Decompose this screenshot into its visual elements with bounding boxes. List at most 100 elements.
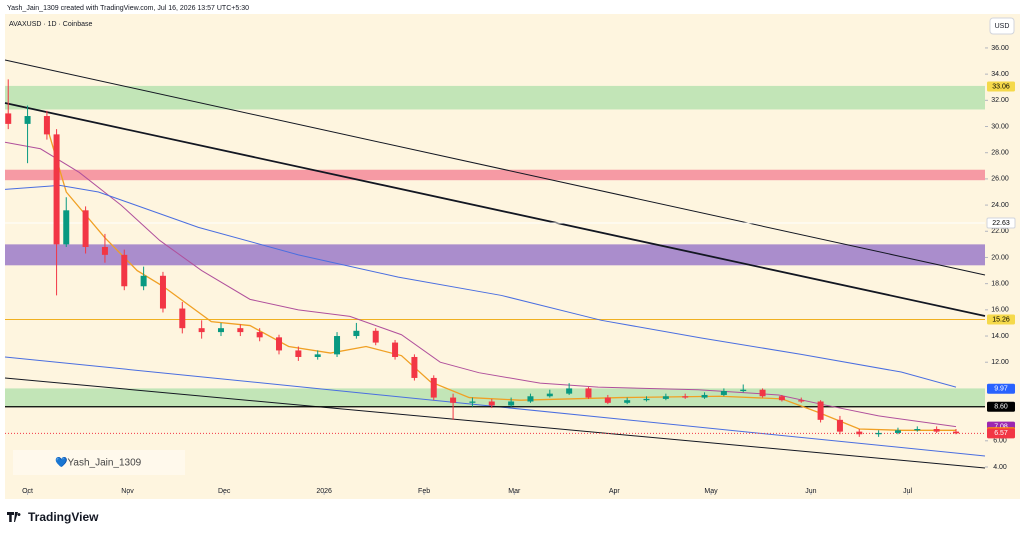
candle-body (63, 210, 70, 245)
credit: Yash_Jain_1309 created with TradingView.… (7, 5, 249, 12)
candle-body (140, 275, 147, 287)
price-label-bg (987, 314, 1015, 325)
candle-body (894, 430, 901, 433)
price-label: 9.97 (994, 386, 1008, 393)
y-tick-label: 22.00 (991, 228, 1009, 235)
moving-average (4, 184, 957, 388)
candle-body (237, 328, 244, 333)
candle-body (566, 388, 573, 394)
y-tick-label: 26.00 (991, 176, 1009, 183)
candle-body (604, 397, 611, 403)
candle-body (914, 429, 921, 431)
candle-body (198, 328, 205, 333)
candle-body (759, 389, 766, 397)
candle-body (256, 332, 263, 338)
y-tick-label: 14.00 (991, 333, 1009, 340)
x-tick-label: Jun (805, 488, 816, 495)
price-label: 7.08 (994, 423, 1008, 430)
candle-body (701, 394, 708, 398)
x-tick-label: Oct (22, 488, 33, 495)
candle-body (508, 401, 515, 406)
y-tick-label: 20.00 (991, 254, 1009, 261)
price-label-bg (987, 383, 1015, 394)
candle-body (682, 396, 689, 398)
trend-line (4, 102, 986, 317)
candle-body (411, 356, 418, 378)
moving-average (46, 126, 956, 431)
candle-body (372, 330, 379, 343)
candle-body (121, 254, 128, 287)
currency-box[interactable] (989, 17, 1015, 35)
trend-line (4, 59, 986, 276)
watermark: 💙Yash_Jain_1309 (55, 457, 142, 469)
x-tick-label: Jul (903, 488, 912, 495)
candle-body (53, 134, 60, 245)
y-tick-label: 6.00 (993, 438, 1007, 445)
candle-body (856, 431, 863, 435)
candle-body (159, 275, 166, 309)
candle-body (469, 401, 476, 403)
price-label: 6.57 (994, 430, 1008, 437)
price-label: 8.60 (994, 404, 1008, 411)
candle-body (392, 342, 399, 357)
candle-body (817, 401, 824, 420)
currency: USD (995, 23, 1010, 30)
candle-body (334, 336, 341, 355)
candle-body (643, 398, 650, 401)
zone (5, 85, 985, 110)
candle-body (276, 337, 283, 351)
x-tick-label: May (704, 488, 718, 495)
y-tick-label: 36.00 (991, 45, 1009, 52)
zone (5, 244, 985, 266)
candle-body (624, 400, 631, 403)
x-tick-label: Apr (609, 488, 621, 495)
trend-line (4, 377, 986, 469)
logo-icon (7, 512, 21, 522)
logo: TradingView (7, 510, 99, 524)
candle-body (101, 246, 108, 255)
y-tick-label: 16.00 (991, 307, 1009, 314)
watermark-box (13, 450, 185, 475)
candle-body (720, 391, 727, 395)
x-tick-label: Dec (218, 488, 231, 495)
y-tick-label: 12.00 (991, 359, 1009, 366)
candle-body (353, 330, 360, 337)
candle-body (778, 396, 785, 401)
x-tick-label: Nov (121, 488, 134, 495)
candle-body (952, 431, 959, 434)
candle-body (295, 350, 302, 357)
candle-body (585, 388, 592, 398)
candle-body (798, 400, 805, 402)
candle-body (450, 397, 457, 403)
candle-body (662, 396, 669, 399)
candle-body (179, 308, 186, 329)
candle-body (5, 113, 12, 124)
y-tick-label: 28.00 (991, 150, 1009, 157)
price-label: 33.06 (992, 83, 1010, 90)
price-label-bg (987, 428, 1015, 439)
price-label: 22.63 (992, 220, 1010, 227)
price-label: 15.26 (992, 316, 1010, 323)
symbol: AVAXUSD · 1D · Coinbase (9, 21, 92, 28)
y-tick-label: 4.00 (993, 464, 1007, 471)
y-tick-label: 18.00 (991, 280, 1009, 287)
y-tick-label: 34.00 (991, 71, 1009, 78)
price-label-bg (987, 401, 1015, 412)
x-tick-label: 2026 (316, 488, 332, 495)
moving-average (4, 141, 957, 428)
candle-body (527, 396, 534, 402)
price-label-bg (986, 217, 1016, 229)
candle-body (740, 389, 747, 392)
y-tick-label: 32.00 (991, 97, 1009, 104)
candle-body (875, 432, 882, 435)
candle-body (430, 377, 437, 398)
price-label-bg (987, 81, 1015, 92)
x-tick-label: Mar (508, 488, 521, 495)
zone (5, 388, 985, 407)
brand: TradingView (28, 510, 99, 524)
candle-body (217, 328, 224, 333)
candle-body (933, 429, 940, 432)
candle-body (836, 419, 843, 432)
y-tick-label: 24.00 (991, 202, 1009, 209)
